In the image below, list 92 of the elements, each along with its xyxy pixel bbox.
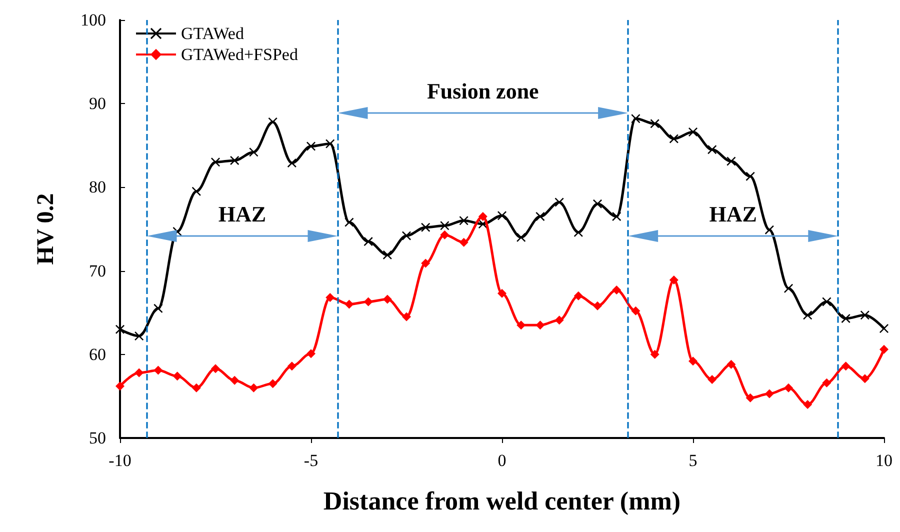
point — [650, 119, 660, 128]
point — [574, 228, 583, 237]
point — [516, 232, 526, 242]
x-tick-label: -10 — [108, 451, 132, 470]
point — [211, 158, 220, 167]
annotation: Fusion zone — [426, 78, 540, 104]
point — [192, 186, 201, 196]
x-tick-label: 5 — [688, 451, 698, 470]
point — [287, 158, 296, 168]
point — [631, 306, 640, 316]
point — [192, 383, 201, 392]
point — [440, 230, 450, 240]
point — [344, 218, 354, 227]
point — [803, 310, 812, 320]
point — [382, 294, 392, 304]
point — [326, 293, 335, 302]
point — [726, 360, 736, 369]
point — [134, 368, 144, 378]
legend-label: GTAWed+FSPed — [181, 45, 298, 64]
point — [459, 238, 468, 247]
point — [230, 376, 240, 385]
x-axis-title: Distance from weld center (mm) — [323, 486, 681, 516]
point — [612, 212, 622, 221]
point — [116, 324, 124, 334]
point — [326, 139, 335, 148]
y-tick-label: 50 — [89, 428, 106, 448]
point — [880, 344, 888, 354]
y-tick-label: 80 — [89, 178, 106, 197]
point — [841, 314, 850, 323]
point — [784, 284, 793, 293]
point — [803, 400, 812, 410]
point — [306, 349, 316, 358]
point — [268, 117, 278, 126]
legend-label: GTAWed — [181, 24, 244, 43]
point — [708, 374, 717, 384]
point — [536, 212, 545, 221]
y-tick-label: 100 — [80, 10, 106, 30]
point — [116, 382, 124, 391]
x-tick-label: -5 — [304, 451, 318, 470]
point — [574, 291, 583, 300]
point — [708, 145, 717, 154]
point — [364, 237, 373, 246]
x-tick-label: 10 — [876, 451, 892, 470]
point — [746, 172, 755, 181]
point — [612, 286, 622, 295]
y-axis-title: HV 0.2 — [33, 193, 59, 265]
point — [211, 364, 220, 374]
annotation: HAZ — [218, 202, 266, 226]
point — [746, 393, 755, 402]
y-tick-label: 70 — [89, 261, 106, 280]
point — [172, 372, 182, 381]
point — [306, 142, 316, 151]
point — [268, 379, 278, 388]
point — [822, 378, 832, 388]
y-tick-label: 90 — [89, 94, 106, 114]
point — [154, 304, 163, 313]
point — [498, 288, 506, 298]
point — [421, 222, 430, 232]
point — [154, 366, 163, 375]
point — [134, 332, 144, 341]
y-tick-label: 60 — [89, 344, 106, 364]
point — [841, 362, 850, 371]
point — [421, 258, 430, 268]
point — [688, 356, 698, 366]
point — [669, 134, 678, 144]
point — [593, 301, 602, 310]
point — [249, 383, 258, 392]
point — [344, 300, 354, 309]
point — [230, 156, 240, 165]
point — [536, 320, 545, 330]
point — [459, 216, 468, 226]
point — [287, 362, 296, 371]
point — [860, 374, 870, 384]
point — [402, 312, 411, 322]
point — [764, 389, 774, 398]
point — [631, 114, 640, 124]
point — [440, 221, 450, 230]
point — [364, 297, 373, 306]
point — [554, 316, 564, 325]
point — [402, 231, 411, 240]
annotation: HAZ — [709, 202, 757, 226]
point — [784, 383, 793, 392]
point — [516, 320, 526, 330]
point — [382, 250, 392, 260]
point — [764, 225, 774, 234]
x-tick-label: 0 — [498, 451, 506, 470]
point — [249, 148, 258, 157]
point — [860, 310, 870, 320]
point — [478, 212, 488, 221]
point — [498, 211, 506, 220]
point — [650, 350, 660, 359]
point — [669, 275, 678, 284]
